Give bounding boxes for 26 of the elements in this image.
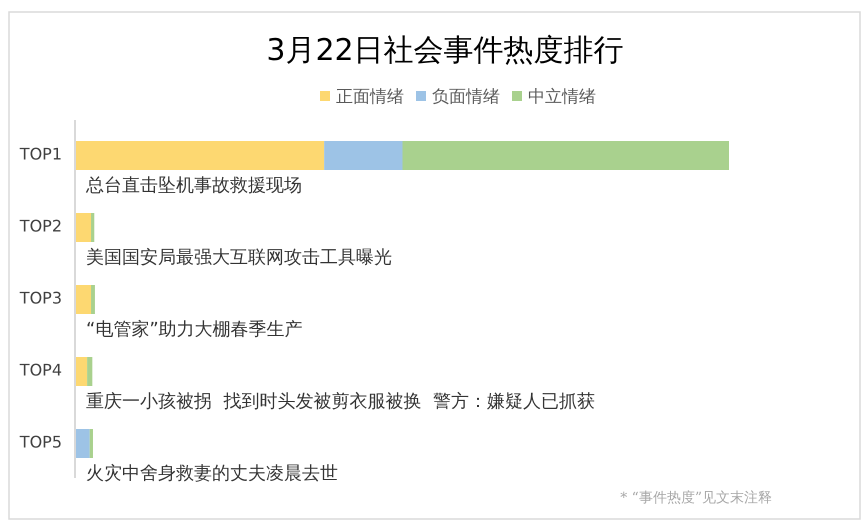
legend-label: 中立情绪 bbox=[528, 86, 596, 107]
annotation: 重庆一小孩被拐 找到时头发被剪衣服被换 警方：嫌疑人已抓获 bbox=[86, 391, 595, 412]
bar bbox=[76, 357, 88, 386]
bar bbox=[76, 429, 90, 458]
annotation: 总台直击坠机事故救援现场 bbox=[85, 175, 302, 196]
annotation: 火灾中舍身救妻的丈夫凌晨去世 bbox=[86, 463, 338, 484]
bar bbox=[76, 141, 324, 170]
text: * “事件热度”见文末注释 bbox=[620, 490, 772, 506]
bar bbox=[324, 141, 402, 170]
y-tick-label: TOP5 bbox=[18, 432, 62, 452]
y-tick-label: TOP2 bbox=[18, 216, 62, 236]
chart-title: 3月22日社会事件热度排行 bbox=[266, 33, 624, 68]
y-tick-label: TOP3 bbox=[18, 288, 62, 308]
y-tick-label: TOP4 bbox=[18, 360, 62, 380]
bar bbox=[91, 285, 95, 314]
bar bbox=[90, 429, 93, 458]
bar bbox=[76, 213, 92, 242]
annotation: 美国国安局最强大互联网攻击工具曝光 bbox=[86, 247, 392, 268]
legend-label: 负面情绪 bbox=[432, 86, 500, 107]
bar bbox=[402, 141, 729, 170]
y-tick-label: TOP1 bbox=[18, 144, 62, 164]
bar bbox=[76, 285, 92, 314]
bar bbox=[91, 213, 94, 242]
bar bbox=[87, 357, 92, 386]
legend-label: 正面情绪 bbox=[336, 86, 404, 107]
annotation: “电管家”助力大棚春季生产 bbox=[86, 319, 303, 340]
